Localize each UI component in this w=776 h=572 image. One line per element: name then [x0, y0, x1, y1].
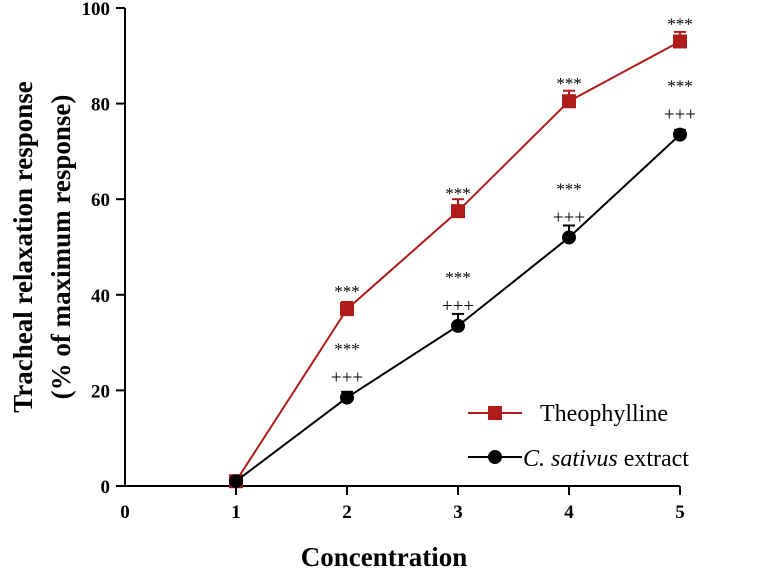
- data-point-circle: [229, 474, 243, 489]
- series-layer: [229, 30, 687, 489]
- significance-stars: ***: [667, 14, 693, 33]
- data-point-circle: [562, 230, 576, 245]
- legend: Theophylline C. sativus extract: [468, 401, 689, 472]
- significance-stars: ***: [334, 340, 360, 359]
- y-ticks: 0 20 40 60 80 100: [82, 0, 125, 498]
- y-tick-label: 0: [101, 477, 111, 498]
- y-tick-label: 60: [91, 190, 110, 211]
- significance-plus: +++: [553, 207, 585, 228]
- data-point-circle: [451, 318, 465, 333]
- significance-plus: +++: [664, 105, 696, 126]
- y-tick-label: 20: [91, 381, 110, 402]
- significance-stars: ***: [334, 282, 360, 301]
- data-point-square: [673, 34, 687, 49]
- legend-label-c-sativus-italic: C. sativus: [523, 446, 618, 472]
- significance-stars: ***: [445, 184, 471, 203]
- legend-label-c-sativus-rest: extract: [618, 446, 690, 472]
- x-tick-label: 2: [342, 502, 352, 523]
- y-tick-label: 80: [91, 95, 110, 116]
- x-ticks: 0 1 2 3 4 5: [120, 486, 685, 523]
- y-axis-title: Tracheal relaxation response (% of maxim…: [8, 81, 76, 412]
- significance-stars: ***: [556, 179, 582, 198]
- x-axis-title: Concentration: [301, 542, 467, 572]
- axes: [124, 8, 680, 487]
- significance-stars: ***: [667, 77, 693, 96]
- significance-stars: ***: [556, 74, 582, 93]
- legend-marker-c-sativus: [488, 450, 502, 464]
- x-tick-label: 1: [231, 502, 241, 523]
- series-c-sativus: [229, 127, 687, 489]
- x-tick-label: 0: [120, 502, 130, 523]
- data-point-circle: [340, 390, 354, 405]
- x-tick-label: 3: [453, 502, 463, 523]
- legend-label-theophylline: Theophylline: [540, 401, 668, 427]
- data-point-circle: [673, 127, 687, 142]
- data-point-square: [451, 204, 465, 219]
- data-point-square: [340, 302, 354, 317]
- y-axis-title-line2: (% of maximum response): [46, 95, 76, 400]
- y-tick-label: 40: [91, 286, 110, 307]
- legend-marker-theophylline: [488, 406, 502, 420]
- significance-plus: +++: [442, 296, 474, 317]
- x-tick-label: 5: [675, 502, 685, 523]
- y-tick-label: 100: [82, 0, 111, 20]
- legend-label-c-sativus: C. sativus extract: [523, 446, 689, 472]
- x-tick-label: 4: [564, 502, 574, 523]
- annotations: *** *** *** *** *** +++ *** +++ *** +++ *** +++: [331, 14, 696, 388]
- data-point-square: [562, 94, 576, 109]
- y-axis-title-line1: Tracheal relaxation response: [8, 81, 38, 412]
- significance-plus: +++: [331, 368, 363, 389]
- significance-stars: ***: [445, 268, 471, 287]
